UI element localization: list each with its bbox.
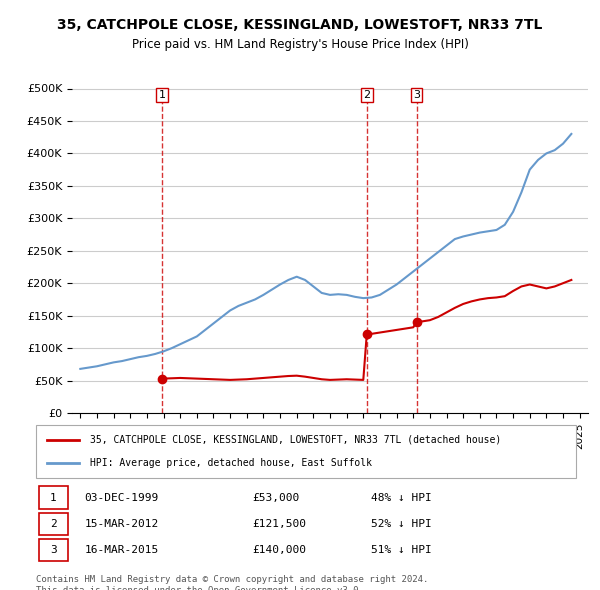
Text: £121,500: £121,500 — [252, 519, 306, 529]
Text: 52% ↓ HPI: 52% ↓ HPI — [371, 519, 431, 529]
Text: 15-MAR-2012: 15-MAR-2012 — [85, 519, 159, 529]
FancyBboxPatch shape — [39, 539, 68, 561]
Text: 16-MAR-2015: 16-MAR-2015 — [85, 545, 159, 555]
Text: 48% ↓ HPI: 48% ↓ HPI — [371, 493, 431, 503]
Text: 1: 1 — [50, 493, 56, 503]
Text: 2: 2 — [363, 90, 370, 100]
FancyBboxPatch shape — [36, 425, 576, 478]
Text: £140,000: £140,000 — [252, 545, 306, 555]
Text: 03-DEC-1999: 03-DEC-1999 — [85, 493, 159, 503]
Text: 3: 3 — [50, 545, 56, 555]
Text: HPI: Average price, detached house, East Suffolk: HPI: Average price, detached house, East… — [90, 458, 372, 468]
Text: Price paid vs. HM Land Registry's House Price Index (HPI): Price paid vs. HM Land Registry's House … — [131, 38, 469, 51]
Text: £53,000: £53,000 — [252, 493, 299, 503]
Text: 35, CATCHPOLE CLOSE, KESSINGLAND, LOWESTOFT, NR33 7TL: 35, CATCHPOLE CLOSE, KESSINGLAND, LOWEST… — [58, 18, 542, 32]
Text: 1: 1 — [159, 90, 166, 100]
Text: 3: 3 — [413, 90, 420, 100]
Text: 51% ↓ HPI: 51% ↓ HPI — [371, 545, 431, 555]
FancyBboxPatch shape — [39, 486, 68, 509]
Text: 35, CATCHPOLE CLOSE, KESSINGLAND, LOWESTOFT, NR33 7TL (detached house): 35, CATCHPOLE CLOSE, KESSINGLAND, LOWEST… — [90, 435, 501, 445]
Text: 2: 2 — [50, 519, 56, 529]
FancyBboxPatch shape — [39, 513, 68, 535]
Text: Contains HM Land Registry data © Crown copyright and database right 2024.
This d: Contains HM Land Registry data © Crown c… — [36, 575, 428, 590]
